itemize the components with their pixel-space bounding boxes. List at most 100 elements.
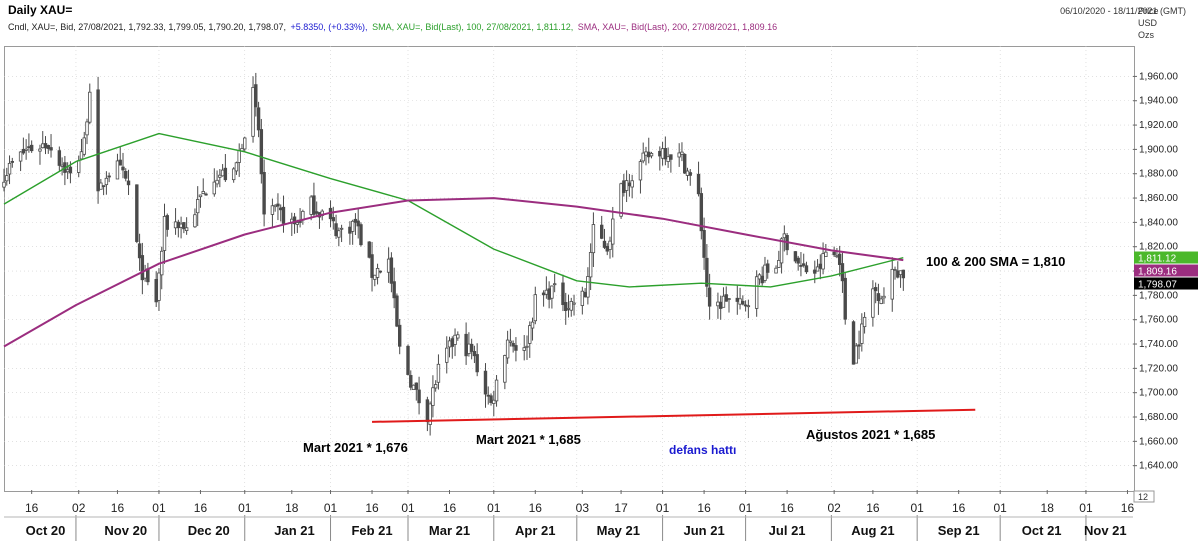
candle-body (489, 395, 493, 403)
candle-body (27, 146, 31, 149)
candle-body (237, 149, 241, 163)
value-badge-bg (1134, 264, 1198, 277)
y-tick-label: 1,720.00 (1139, 363, 1178, 374)
candle-body (901, 269, 906, 279)
unit-weight: Ozs (1138, 30, 1155, 40)
candle-body (882, 295, 886, 299)
y-tick-label: 1,820.00 (1139, 242, 1178, 253)
x-month-label: Jan 21 (274, 523, 314, 538)
candle-body (121, 166, 125, 171)
candle-body (456, 334, 460, 339)
candle-body (663, 148, 668, 160)
candle-body (5, 175, 9, 182)
candle-body (231, 168, 236, 181)
candle-body (475, 354, 479, 373)
candle-body (60, 164, 64, 167)
y-tick-label: 1,740.00 (1139, 339, 1178, 350)
x-month-label: May 21 (597, 523, 640, 538)
candle-body (547, 288, 551, 300)
candle-body (721, 295, 726, 308)
candle-body (201, 191, 205, 195)
x-month-label: Sep 21 (938, 523, 980, 538)
x-day-label: 03 (576, 501, 590, 515)
candle-body (813, 269, 817, 274)
candle-body (890, 268, 894, 300)
candle-body (370, 254, 374, 278)
candle-body (337, 230, 341, 238)
value-badge-label: 1,811.12 (1138, 254, 1177, 265)
legend-ohlc: Cndl, XAU=, Bid, 27/08/2021, 1,792.33, 1… (8, 22, 286, 32)
candle-body (220, 169, 225, 177)
candle-body (724, 294, 728, 302)
candle-body (898, 270, 903, 276)
value-badge-bg (1134, 277, 1198, 290)
candle-body (688, 172, 692, 176)
candle-body (82, 137, 86, 155)
candle-body (137, 243, 142, 259)
candle-body (602, 240, 607, 248)
value-badge: 1,798.07 (1134, 277, 1198, 291)
x-day-label: 16 (780, 501, 794, 515)
candle-body (799, 265, 803, 267)
candle-body (135, 184, 139, 242)
x-month-label: Aug 21 (851, 523, 894, 538)
candle-body (569, 300, 573, 311)
candle-body (107, 175, 111, 178)
y-tick-label: 1,900.00 (1139, 144, 1178, 155)
candle-body (550, 285, 554, 299)
candle-body (389, 257, 394, 284)
x-day-label: 01 (656, 501, 670, 515)
candle-body (176, 221, 181, 229)
candle-body (472, 350, 477, 357)
x-day-label: 01 (910, 501, 924, 515)
candle-body (763, 264, 767, 281)
x-month-label: Apr 21 (515, 523, 555, 538)
candle-body (99, 182, 103, 190)
candle-body (179, 223, 183, 228)
candle-body (104, 177, 109, 186)
candle-body (331, 217, 335, 222)
candle-body (777, 260, 781, 268)
candle-body (572, 302, 576, 305)
candle-body (669, 154, 673, 160)
candle-body (683, 154, 687, 174)
x-month-label: Nov 20 (104, 523, 147, 538)
candle-body (821, 253, 825, 270)
y-tick-label: 1,960.00 (1139, 71, 1178, 82)
candle-body (530, 321, 535, 329)
candle-body (414, 382, 419, 390)
x-month-label: Jul 21 (769, 523, 806, 538)
candle-body (375, 268, 380, 278)
legend-sma200: SMA, XAU=, Bid(Last), 200, 27/08/2021, 1… (577, 22, 778, 32)
candle-body (624, 180, 629, 191)
candle-body (49, 147, 53, 151)
candle-body (871, 288, 875, 318)
candle-body (644, 151, 648, 156)
candle-body (417, 389, 421, 404)
x-day-label: 18 (1041, 501, 1055, 515)
candle-body (46, 145, 50, 149)
candle-body (754, 276, 759, 309)
candle-body (583, 291, 587, 298)
candle-body (862, 316, 867, 328)
candle-body (757, 274, 762, 280)
candle-body (804, 265, 809, 273)
y-tick-label: 1,940.00 (1139, 96, 1178, 107)
candle-body (431, 387, 435, 406)
candle-body (630, 180, 634, 188)
candle-body (566, 307, 571, 310)
candle-body (157, 272, 161, 301)
candle-body (641, 152, 645, 162)
unit-price: Price (1138, 6, 1159, 16)
candle-body (860, 323, 864, 344)
x-day-label: 16 (1121, 501, 1135, 515)
candle-body (857, 344, 861, 347)
candle-body (218, 174, 222, 178)
candle-body (450, 338, 454, 347)
zoom-box (1133, 490, 1155, 503)
candle-body (204, 193, 208, 196)
candle-body (96, 89, 100, 192)
candle-body (7, 162, 12, 175)
